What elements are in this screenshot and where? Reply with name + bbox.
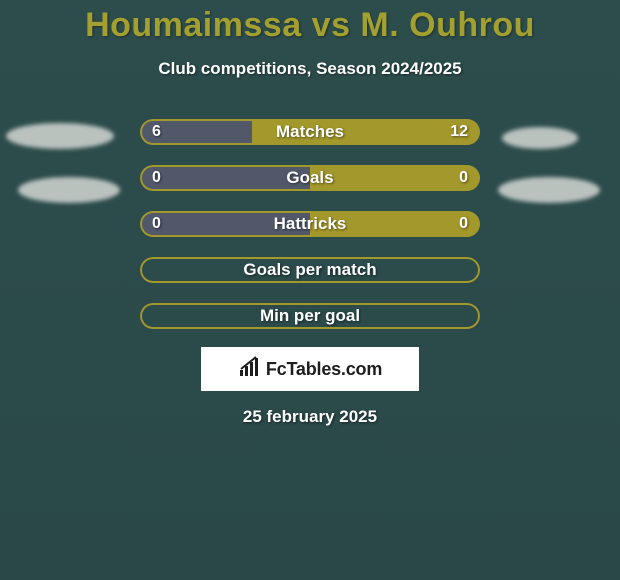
stat-row: 0 0 Hattricks [140, 211, 480, 237]
stat-value-left: 6 [152, 123, 161, 141]
subtitle: Club competitions, Season 2024/2025 [0, 59, 620, 79]
stat-row: Goals per match [140, 257, 480, 283]
stat-label: Hattricks [274, 214, 347, 234]
stat-value-right: 12 [450, 123, 468, 141]
stat-row: 6 12 Matches [140, 119, 480, 145]
stat-value-left: 0 [152, 169, 161, 187]
stat-label: Goals per match [243, 260, 376, 280]
stat-rows: 6 12 Matches 0 0 Goals 0 0 Hattricks Goals per ma… [0, 119, 620, 329]
stat-row: Min per goal [140, 303, 480, 329]
stat-label: Goals [286, 168, 333, 188]
stat-fill-right [310, 165, 480, 191]
stat-label: Matches [276, 122, 344, 142]
stat-value-right: 0 [459, 215, 468, 233]
stat-value-right: 0 [459, 169, 468, 187]
stat-row: 0 0 Goals [140, 165, 480, 191]
background-blob [498, 177, 600, 203]
background-blob [502, 127, 578, 149]
stat-fill-left [140, 165, 310, 191]
page-title: Houmaimssa vs M. Ouhrou [0, 0, 620, 45]
logo-box: FcTables.com [201, 347, 419, 391]
background-blob [18, 177, 120, 203]
stat-value-left: 0 [152, 215, 161, 233]
chart-icon [238, 356, 262, 383]
background-blob [6, 123, 114, 149]
date-text: 25 february 2025 [0, 407, 620, 427]
logo-text: FcTables.com [266, 359, 382, 380]
stat-label: Min per goal [260, 306, 360, 326]
